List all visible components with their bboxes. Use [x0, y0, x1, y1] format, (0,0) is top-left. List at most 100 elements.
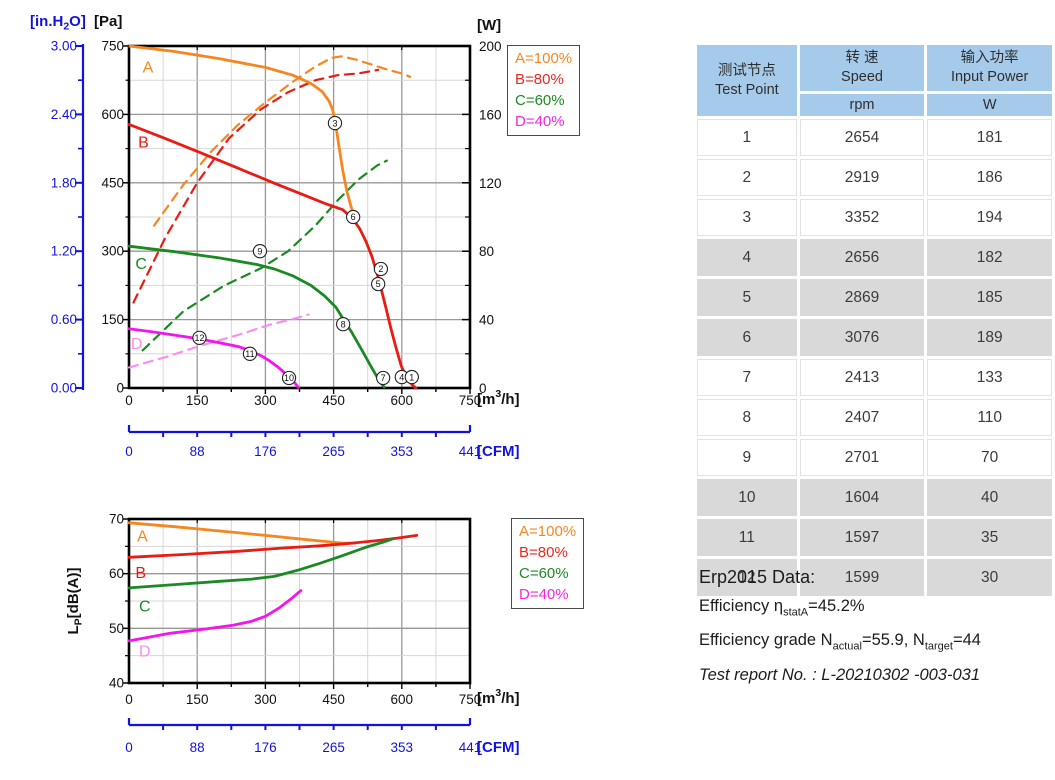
- test-point-cell: 12: [697, 559, 797, 596]
- legend-item: A=100%: [519, 523, 577, 540]
- svg-text:[in.H2O]: [in.H2O]: [30, 13, 86, 33]
- svg-text:B: B: [135, 565, 146, 582]
- table-row: 7 2413 133: [697, 359, 1052, 396]
- svg-text:70: 70: [109, 512, 124, 527]
- svg-text:0.60: 0.60: [51, 312, 77, 327]
- col-header-en: Test Point: [715, 81, 779, 98]
- test-point-marker: 6: [346, 209, 361, 225]
- svg-text:750: 750: [459, 393, 482, 408]
- erp-title: Erp2015 Data:: [699, 567, 816, 587]
- svg-text:0.00: 0.00: [51, 381, 77, 396]
- svg-text:0: 0: [125, 692, 133, 707]
- svg-text:750: 750: [459, 692, 482, 707]
- svg-text:12: 12: [194, 333, 204, 343]
- power-cell: 30: [927, 559, 1052, 596]
- table-row: 4 2656 182: [697, 239, 1052, 276]
- svg-text:750: 750: [101, 39, 124, 54]
- legend-bottom: A=100% B=80% C=60% D=40%: [511, 518, 585, 609]
- power-cell: 70: [927, 439, 1052, 476]
- svg-text:11: 11: [245, 349, 254, 359]
- test-point-cell: 3: [697, 199, 797, 236]
- power-cell: 35: [927, 519, 1052, 556]
- power-cell: 189: [927, 319, 1052, 356]
- table-row: 11 1597 35: [697, 519, 1052, 556]
- svg-text:[CFM]: [CFM]: [477, 443, 519, 460]
- svg-text:88: 88: [190, 740, 205, 755]
- table-header-row: 测试节点 Test Point 转 速 Speed 输入功率 Input Pow…: [697, 45, 1052, 116]
- table-row: 12 1599 30: [697, 559, 1052, 596]
- svg-text:D: D: [139, 643, 151, 660]
- test-point-cell: 10: [697, 479, 797, 516]
- svg-text:40: 40: [479, 313, 494, 328]
- test-point-marker: 2: [373, 261, 389, 277]
- legend-item: B=80%: [519, 544, 568, 561]
- svg-text:0: 0: [125, 444, 133, 459]
- svg-text:60: 60: [109, 566, 124, 581]
- col-header-en: Speed: [841, 69, 883, 85]
- test-point-marker: 12: [192, 330, 207, 345]
- table-row: 8 2407 110: [697, 399, 1052, 436]
- test-point-cell: 5: [697, 279, 797, 316]
- speed-cell: 2656: [799, 239, 925, 276]
- legend-item: C=60%: [519, 565, 569, 582]
- svg-text:10: 10: [284, 373, 294, 383]
- svg-text:176: 176: [254, 740, 277, 755]
- col-header-cn: 测试节点: [717, 62, 776, 79]
- svg-text:LP[dB(A)]: LP[dB(A)]: [65, 567, 85, 634]
- svg-text:150: 150: [101, 312, 124, 327]
- power-cell: 186: [927, 159, 1052, 196]
- table-row: 3 3352 194: [697, 199, 1052, 236]
- svg-text:0: 0: [116, 381, 124, 396]
- test-point-markers: 3 6 2 5 9 8 7 4 1 10 11 12: [192, 115, 419, 386]
- test-point-marker: 7: [376, 370, 391, 386]
- svg-text:5: 5: [376, 279, 381, 289]
- test-point-cell: 11: [697, 519, 797, 556]
- test-point-table: 测试节点 Test Point 转 速 Speed 输入功率 Input Pow…: [694, 42, 1055, 599]
- speed-cell: 2869: [799, 279, 925, 316]
- svg-text:D: D: [131, 336, 143, 353]
- svg-text:353: 353: [391, 740, 414, 755]
- svg-text:0: 0: [125, 740, 133, 755]
- test-point-cell: 2: [697, 159, 797, 196]
- svg-text:[CFM]: [CFM]: [477, 739, 519, 756]
- svg-text:A: A: [137, 528, 148, 545]
- svg-text:353: 353: [391, 444, 414, 459]
- test-point-cell: 1: [697, 119, 797, 156]
- legend-top: A=100% B=80% C=60% D=40%: [507, 45, 581, 136]
- power-cell: 40: [927, 479, 1052, 516]
- table-row: 5 2869 185: [697, 279, 1052, 316]
- svg-text:300: 300: [101, 244, 124, 259]
- svg-text:C: C: [139, 598, 151, 615]
- test-point-marker: 8: [335, 317, 351, 332]
- table-row: 2 2919 186: [697, 159, 1052, 196]
- speed-cell: 1599: [799, 559, 925, 596]
- speed-cell: 1597: [799, 519, 925, 556]
- svg-text:[m3/h]: [m3/h]: [477, 388, 520, 408]
- legend-item: A=100%: [515, 50, 573, 67]
- svg-text:1: 1: [409, 372, 414, 382]
- legend-item: C=60%: [515, 92, 565, 109]
- svg-text:B: B: [138, 135, 149, 152]
- svg-text:9: 9: [257, 246, 262, 256]
- speed-cell: 3352: [799, 199, 925, 236]
- col-header-cn: 转 速: [845, 50, 879, 66]
- svg-text:176: 176: [254, 444, 277, 459]
- svg-text:1.80: 1.80: [51, 175, 77, 190]
- legend-item: B=80%: [515, 71, 564, 88]
- col-header-test-point: 测试节点 Test Point: [697, 45, 797, 116]
- col-header-cn: 输入功率: [960, 50, 1019, 66]
- svg-text:600: 600: [391, 692, 414, 707]
- svg-text:300: 300: [254, 692, 277, 707]
- svg-text:300: 300: [254, 393, 277, 408]
- test-point-cell: 6: [697, 319, 797, 356]
- svg-text:120: 120: [479, 176, 502, 191]
- svg-text:8: 8: [341, 319, 346, 329]
- table-row: 6 3076 189: [697, 319, 1052, 356]
- legend-item: D=40%: [519, 586, 569, 603]
- test-point-marker: 9: [252, 244, 268, 259]
- svg-text:150: 150: [186, 393, 209, 408]
- svg-text:6: 6: [351, 212, 356, 222]
- svg-text:441: 441: [459, 444, 482, 459]
